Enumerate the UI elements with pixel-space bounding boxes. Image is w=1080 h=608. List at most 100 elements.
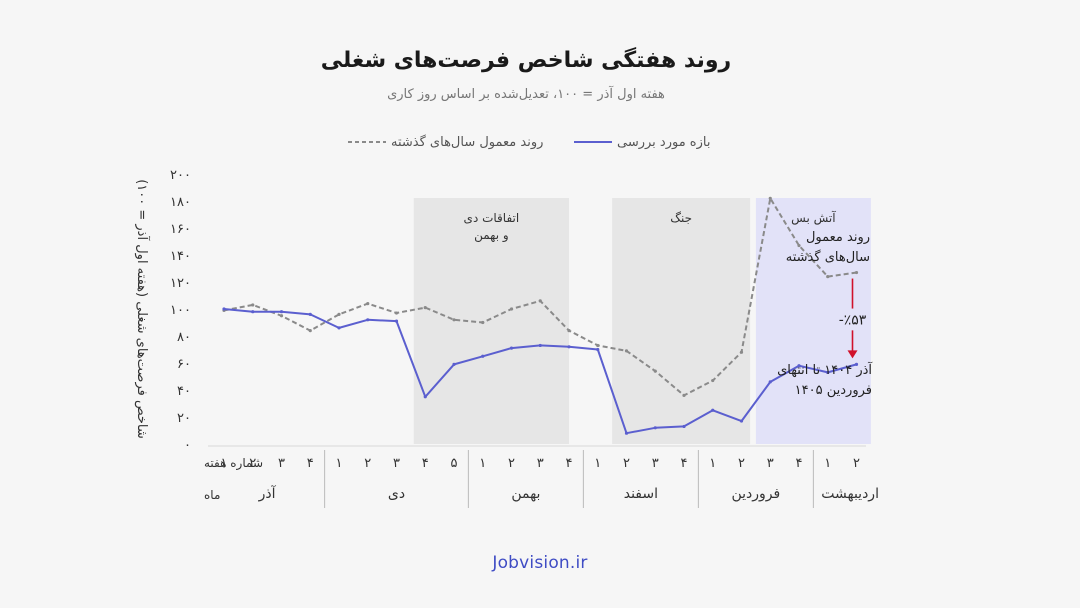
data-point-current	[567, 345, 571, 349]
week-label: ۳	[652, 456, 659, 471]
event-label: اتفاقات دی	[464, 211, 520, 225]
data-point-typical	[567, 329, 571, 333]
week-label: ۲	[853, 456, 860, 471]
event-label: و بهمن	[474, 228, 509, 243]
week-label: ۴	[796, 456, 803, 471]
event-band	[755, 198, 871, 444]
data-point-current	[308, 312, 312, 316]
data-point-current	[423, 395, 427, 399]
event-label: آتش بس	[791, 210, 836, 226]
week-label: ۱	[336, 456, 343, 471]
week-label: ۲	[738, 456, 745, 471]
data-point-typical	[308, 329, 312, 333]
data-point-current	[768, 380, 772, 384]
data-point-current	[509, 346, 514, 350]
week-row-label: شماره هفته	[204, 456, 263, 471]
data-point-current	[452, 362, 456, 366]
data-point-typical	[251, 303, 255, 307]
week-label: ۲	[364, 456, 371, 471]
month-label: آذر	[258, 485, 277, 502]
data-point-current	[596, 347, 600, 352]
y-tick-label: ۱۲۰	[170, 276, 191, 291]
legend-label-current: بازه مورد بررسی	[617, 135, 710, 150]
data-point-typical	[423, 306, 427, 310]
data-point-current	[251, 310, 255, 314]
week-label: ۱	[221, 456, 228, 471]
data-point-current	[394, 319, 399, 323]
data-point-typical	[624, 349, 629, 353]
data-point-current	[624, 431, 629, 435]
data-point-current	[711, 408, 715, 412]
week-label: ۴	[566, 456, 573, 471]
data-point-typical	[279, 314, 284, 318]
typical-series-annotation: سال‌های گذشته	[786, 249, 870, 265]
data-point-current	[222, 307, 226, 311]
data-point-current	[739, 419, 744, 423]
data-point-typical	[711, 378, 715, 383]
event-label: جنگ	[670, 211, 692, 225]
data-point-typical	[739, 350, 744, 354]
y-tick-label: ۸۰	[177, 330, 191, 345]
data-point-typical	[826, 275, 830, 279]
week-label: ۲	[623, 456, 630, 471]
data-point-current	[682, 424, 686, 429]
y-tick-label: ۶۰	[177, 357, 191, 372]
data-point-typical	[682, 393, 686, 397]
chart-title: روند هفتگی شاخص فرصت‌های شغلی	[320, 48, 732, 73]
data-point-current	[481, 354, 485, 358]
data-point-typical	[797, 243, 801, 248]
y-tick-label: ۰	[184, 438, 191, 453]
data-point-typical	[768, 196, 772, 200]
week-label: ۳	[537, 456, 544, 471]
week-label: ۱	[594, 456, 601, 471]
chart-subtitle: هفته اول آذر = ۱۰۰، تعدیل‌شده بر اساس رو…	[387, 87, 665, 102]
week-label: ۳	[393, 456, 400, 471]
y-tick-label: ۱۴۰	[170, 249, 191, 264]
data-point-current	[854, 362, 859, 366]
data-point-typical	[509, 307, 514, 311]
data-point-typical	[538, 299, 542, 303]
month-label: فروردین	[732, 486, 781, 502]
data-point-typical	[394, 311, 399, 315]
event-band	[612, 198, 751, 444]
y-tick-label: ۱۶۰	[170, 222, 191, 237]
y-tick-label: ۴۰	[177, 384, 191, 399]
current-series-annotation: فروردین ۱۴۰۵	[795, 383, 872, 398]
data-point-current	[279, 310, 284, 314]
week-label: ۱	[479, 456, 486, 471]
month-label: بهمن	[511, 486, 540, 502]
week-label: ۳	[767, 456, 774, 471]
y-tick-label: ۲۰۰	[170, 168, 191, 183]
week-label: ۳	[278, 456, 285, 471]
week-label: ۲	[249, 456, 256, 471]
gap-arrow-head	[847, 350, 858, 359]
data-point-current	[826, 370, 830, 375]
data-point-current	[337, 326, 341, 330]
y-tick-label: ۱۸۰	[170, 195, 191, 210]
data-point-current	[538, 343, 542, 348]
data-point-typical	[596, 343, 600, 348]
week-label: ۱	[709, 456, 716, 471]
data-point-typical	[481, 320, 485, 325]
data-point-current	[653, 426, 657, 430]
month-label: اسفند	[624, 486, 658, 502]
week-label: ۴	[681, 456, 688, 471]
typical-series-annotation: روند معمول	[806, 230, 870, 245]
y-tick-label: ۱۰۰	[170, 303, 191, 318]
data-point-typical	[854, 270, 859, 275]
month-label: اردیبهشت	[821, 486, 879, 502]
y-axis-title: شاخص فرصت‌های شغلی (هفته اول آذر = ۱۰۰)	[134, 179, 151, 439]
data-point-current	[797, 364, 801, 368]
data-point-typical	[452, 318, 456, 322]
week-label: ۴	[307, 456, 314, 471]
week-label: ۲	[508, 456, 515, 471]
brand-footer: Jobvision.ir	[492, 553, 588, 573]
current-series-annotation: آذر ۱۴۰۴ تا انتهای	[777, 361, 873, 378]
week-label: ۵	[451, 456, 458, 471]
data-point-typical	[337, 312, 341, 316]
month-label: دی	[388, 486, 405, 502]
gap-label: -٪۵۳	[839, 312, 867, 328]
y-tick-label: ۲۰	[177, 411, 191, 426]
